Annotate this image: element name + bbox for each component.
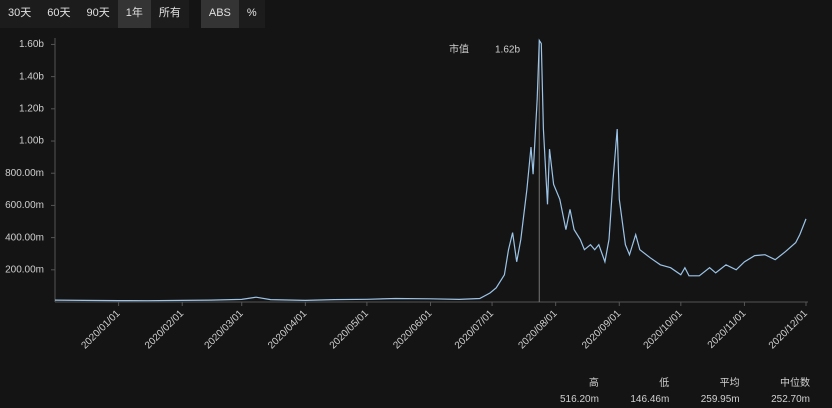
x-tick-label: 2020/02/01 — [143, 308, 186, 351]
stats: 高 516.20m 低 146.46m 平均 259.95m 中位数 252.70m — [560, 376, 810, 408]
mode-button[interactable]: ABS — [200, 0, 239, 28]
range-button[interactable]: 所有 — [158, 7, 181, 19]
x-tick-label: 2020/10/01 — [642, 308, 685, 351]
stat-label: 中位数 — [780, 378, 810, 389]
toolbar: 30天 60天 90天 1年 所有 ABS % — [0, 0, 277, 28]
stat: 中位数 252.70m — [771, 376, 810, 408]
y-tick-label: 1.20b — [19, 103, 44, 114]
x-tick-label: 2020/06/01 — [391, 308, 434, 351]
stat-value: 146.46m — [630, 394, 670, 405]
stat-label: 高 — [588, 378, 599, 389]
range-button[interactable]: 60天 — [47, 7, 71, 19]
x-tick-label: 2020/04/01 — [266, 308, 309, 351]
stat: 平均 259.95m — [701, 376, 740, 408]
x-tick-label: 2020/07/01 — [453, 308, 496, 351]
line — [54, 38, 807, 302]
x-tick-label: 2020/09/01 — [580, 308, 623, 351]
tooltip-value: 1.62b — [495, 45, 520, 56]
stat-label: 低 — [659, 378, 670, 389]
range-button[interactable]: 30天 — [8, 7, 32, 19]
x-tick-label: 2020/01/01 — [79, 308, 122, 351]
x-tick-label: 2020/12/01 — [767, 308, 810, 351]
mode-button[interactable]: % — [246, 7, 257, 19]
y-tick-label: 1.60b — [19, 39, 44, 50]
mode-group: ABS % — [200, 0, 265, 28]
range-group: 30天 60天 90天 1年 所有 — [0, 0, 189, 28]
x-tick-label: 2020/03/01 — [203, 308, 246, 351]
stat-label: 平均 — [719, 378, 740, 389]
stat-value: 516.20m — [560, 394, 599, 405]
range-button[interactable]: 90天 — [86, 7, 110, 19]
x-tick-label: 2020/11/01 — [706, 308, 749, 351]
tooltip-label: 市值 — [449, 43, 469, 56]
y-tick-label: 1.40b — [19, 71, 44, 82]
x-tick-label: 2020/08/01 — [516, 308, 559, 351]
stat: 高 516.20m — [560, 376, 599, 408]
stat-value: 259.95m — [700, 394, 740, 405]
stat: 低 146.46m — [630, 376, 669, 408]
y-tick-label: 800.00m — [5, 168, 44, 179]
range-button[interactable]: 1年 — [117, 0, 151, 28]
stat-value: 252.70m — [771, 394, 810, 405]
y-tick-label: 400.00m — [5, 232, 44, 243]
x-tick-label: 2020/05/01 — [328, 308, 371, 351]
chart: 市值 1.62b 200.00m 400.00m 600.00m 800.00m 1.0… — [5, 38, 810, 351]
y-tick-label: 1.00b — [19, 136, 44, 147]
y-tick-label: 600.00m — [5, 200, 44, 211]
y-tick-label: 200.00m — [5, 264, 44, 275]
